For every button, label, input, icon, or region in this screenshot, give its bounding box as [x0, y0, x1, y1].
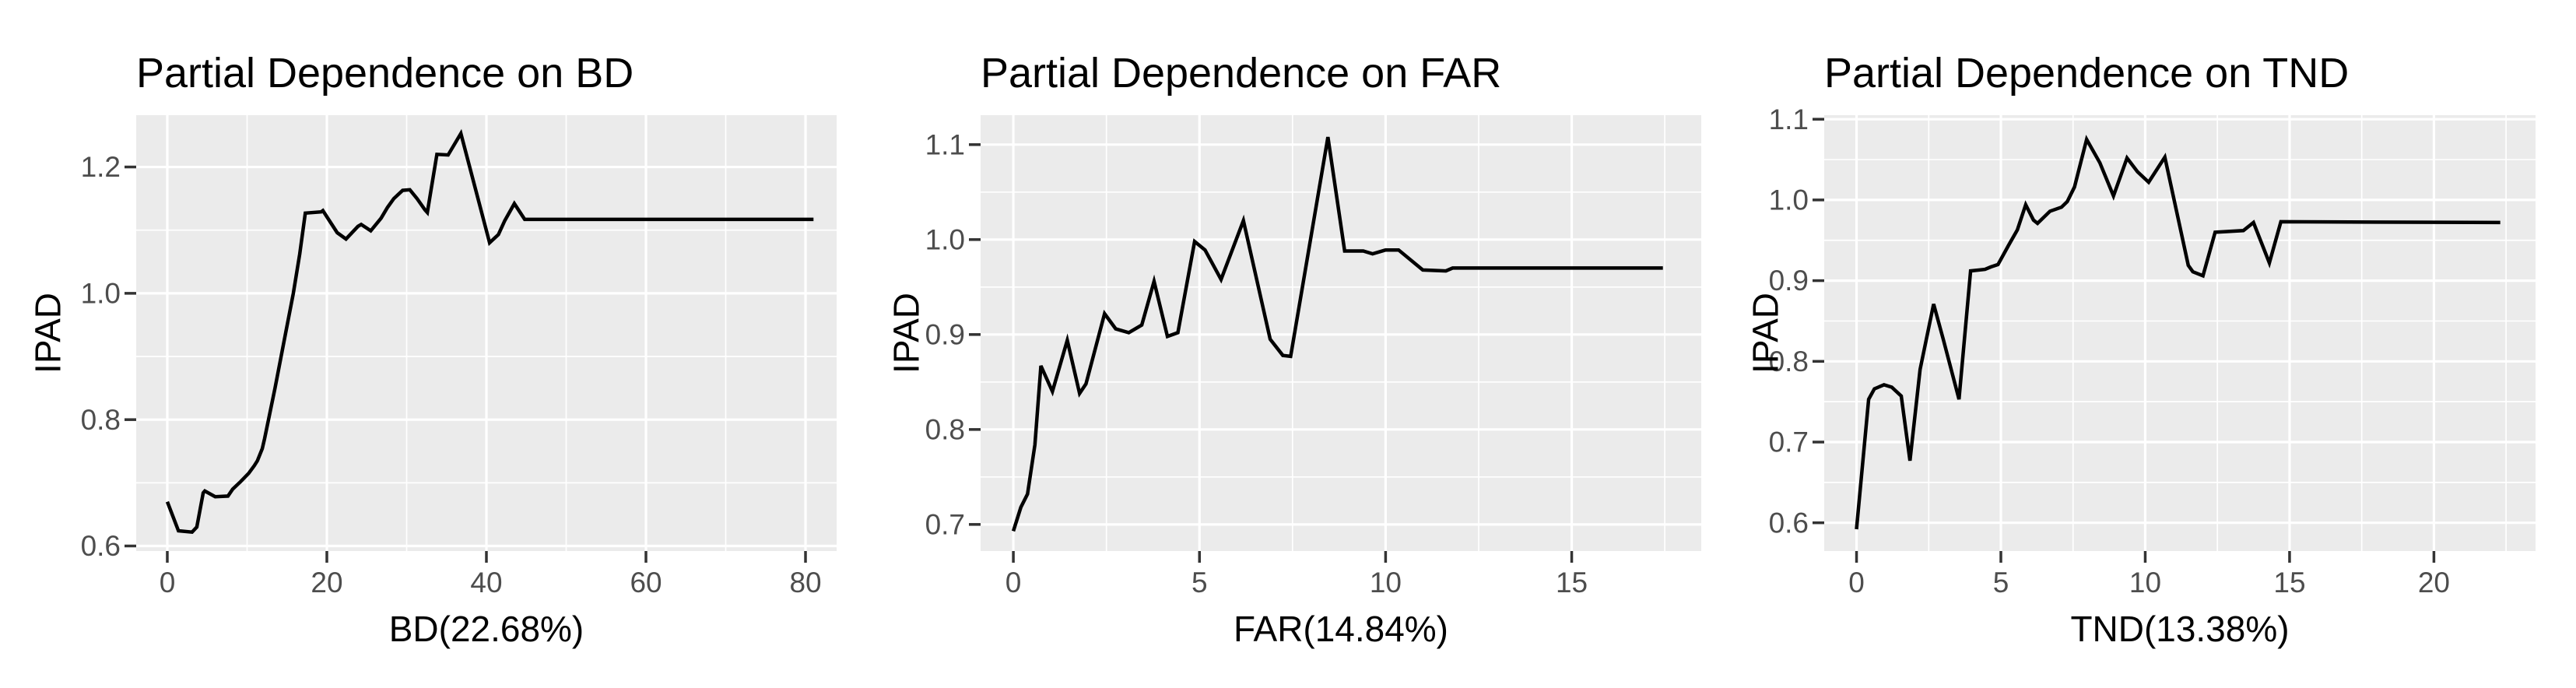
panel-background: [1823, 115, 2536, 551]
x-tick-label: 40: [470, 567, 502, 598]
y-tick-label: 0.7: [1768, 426, 1808, 458]
x-tick-label: 20: [2418, 567, 2450, 598]
x-tick-label: 15: [1556, 567, 1588, 598]
y-tick-label: 1.1: [1768, 104, 1808, 135]
x-axis-title: FAR(14.84%): [1234, 609, 1448, 649]
y-tick-label: 0.9: [1768, 265, 1808, 297]
x-axis-title: TND(13.38%): [2070, 609, 2289, 649]
y-tick-label: 0.6: [81, 530, 121, 562]
y-tick-label: 0.7: [925, 508, 965, 540]
x-tick-label: 20: [311, 567, 342, 598]
panel-bd: 0.6 0.8 1.0 1.2 0 20 40 60 80 Partial Dependence…: [28, 50, 837, 649]
plot-title: Partial Dependence on TND: [1824, 50, 2349, 97]
plot-title: Partial Dependence on BD: [136, 50, 633, 97]
x-tick-label: 15: [2273, 567, 2305, 598]
y-tick-label: 1.0: [1768, 184, 1808, 216]
x-tick-label: 10: [1370, 567, 1402, 598]
y-tick-label: 1.0: [925, 223, 965, 255]
y-tick-label: 0.6: [1768, 507, 1808, 539]
y-tick-label: 1.1: [925, 128, 965, 160]
y-axis-title: IPAD: [886, 293, 927, 374]
y-tick-label: 1.0: [81, 277, 121, 309]
x-tick-label: 10: [2129, 567, 2161, 598]
x-axis-title: BD(22.68%): [389, 609, 584, 649]
panel-far: 0.7 0.8 0.9 1.0 1.1 0 5 10 15 Partial Dependence…: [886, 50, 1702, 649]
pdp-curve: [1012, 136, 1664, 532]
y-tick-label: 1.2: [81, 151, 121, 183]
y-axis-title: IPAD: [28, 293, 68, 374]
y-tick-label: 0.9: [925, 318, 965, 350]
plot-area: 0.6 0.7 0.8 0.9 1.0 1.1 0 5 10 15 20: [1768, 104, 2536, 598]
x-tick-label: 5: [1992, 567, 2009, 598]
plot-title: Partial Dependence on FAR: [981, 50, 1501, 97]
y-tick-label: 0.8: [1768, 346, 1808, 377]
x-tick-label: 80: [789, 567, 821, 598]
pdp-curve: [1854, 135, 2501, 530]
y-tick-label: 0.8: [81, 404, 121, 436]
x-tick-label: 0: [1848, 567, 1865, 598]
x-tick-label: 60: [630, 567, 662, 598]
pdp-curve: [165, 128, 814, 535]
plot-area: 0.6 0.8 1.0 1.2 0 20 40 60 80: [81, 115, 837, 598]
x-tick-label: 0: [1005, 567, 1022, 598]
y-tick-label: 0.8: [925, 413, 965, 445]
x-tick-label: 5: [1191, 567, 1208, 598]
panel-tnd: 0.6 0.7 0.8 0.9 1.0 1.1 0 5 10 15 20 Partial Depen…: [1745, 50, 2536, 649]
y-axis-title: IPAD: [1745, 293, 1785, 374]
x-tick-label: 0: [160, 567, 176, 598]
panel-background: [981, 115, 1702, 551]
plot-area: 0.7 0.8 0.9 1.0 1.1 0 5 10 15: [925, 115, 1702, 598]
